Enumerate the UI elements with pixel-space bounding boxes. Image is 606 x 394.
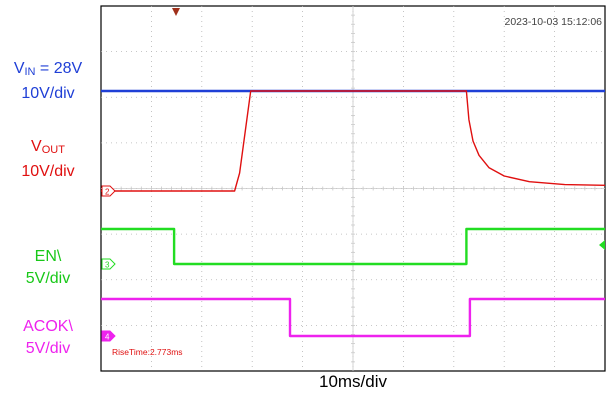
channel-marker-2: 2	[101, 185, 116, 197]
trigger-level-marker	[599, 240, 605, 250]
traces	[101, 89, 606, 338]
acok-trace	[101, 297, 605, 338]
acok-name: ACOK\	[23, 318, 73, 335]
channel-marker-3: 3	[101, 258, 116, 270]
channel-marker-label: 4	[105, 333, 110, 342]
en-scale: 5V/div	[25, 270, 71, 287]
vout-label: VOUT 10V/div	[2, 136, 94, 183]
plot-grid	[101, 6, 605, 371]
channel-marker-label: 2	[105, 188, 110, 197]
rise-time-readout: RiseTime:2.773ms	[112, 347, 183, 357]
vin-scale: 10V/div	[21, 85, 75, 102]
vout-trace	[101, 90, 606, 192]
channel-markers: 2 3 4	[101, 185, 116, 342]
x-axis-label: 10ms/div	[318, 372, 388, 391]
timestamp: 2023-10-03 15:12:06	[505, 16, 603, 28]
en-trace	[101, 227, 605, 266]
vin-label: VIN = 28V 10V/div	[2, 58, 94, 105]
trigger-marker	[172, 8, 180, 16]
en-label: EN\ 5V/div	[2, 246, 94, 290]
vout-name: VOUT	[31, 138, 65, 156]
en-name: EN\	[34, 248, 62, 265]
channel-marker-label: 3	[105, 261, 110, 270]
acok-scale: 5V/div	[25, 340, 71, 357]
vin-name: VIN = 28V	[13, 60, 83, 78]
channel-marker-4: 4	[101, 330, 116, 342]
vout-scale: 10V/div	[21, 163, 75, 180]
acok-label: ACOK\ 5V/div	[2, 316, 94, 360]
